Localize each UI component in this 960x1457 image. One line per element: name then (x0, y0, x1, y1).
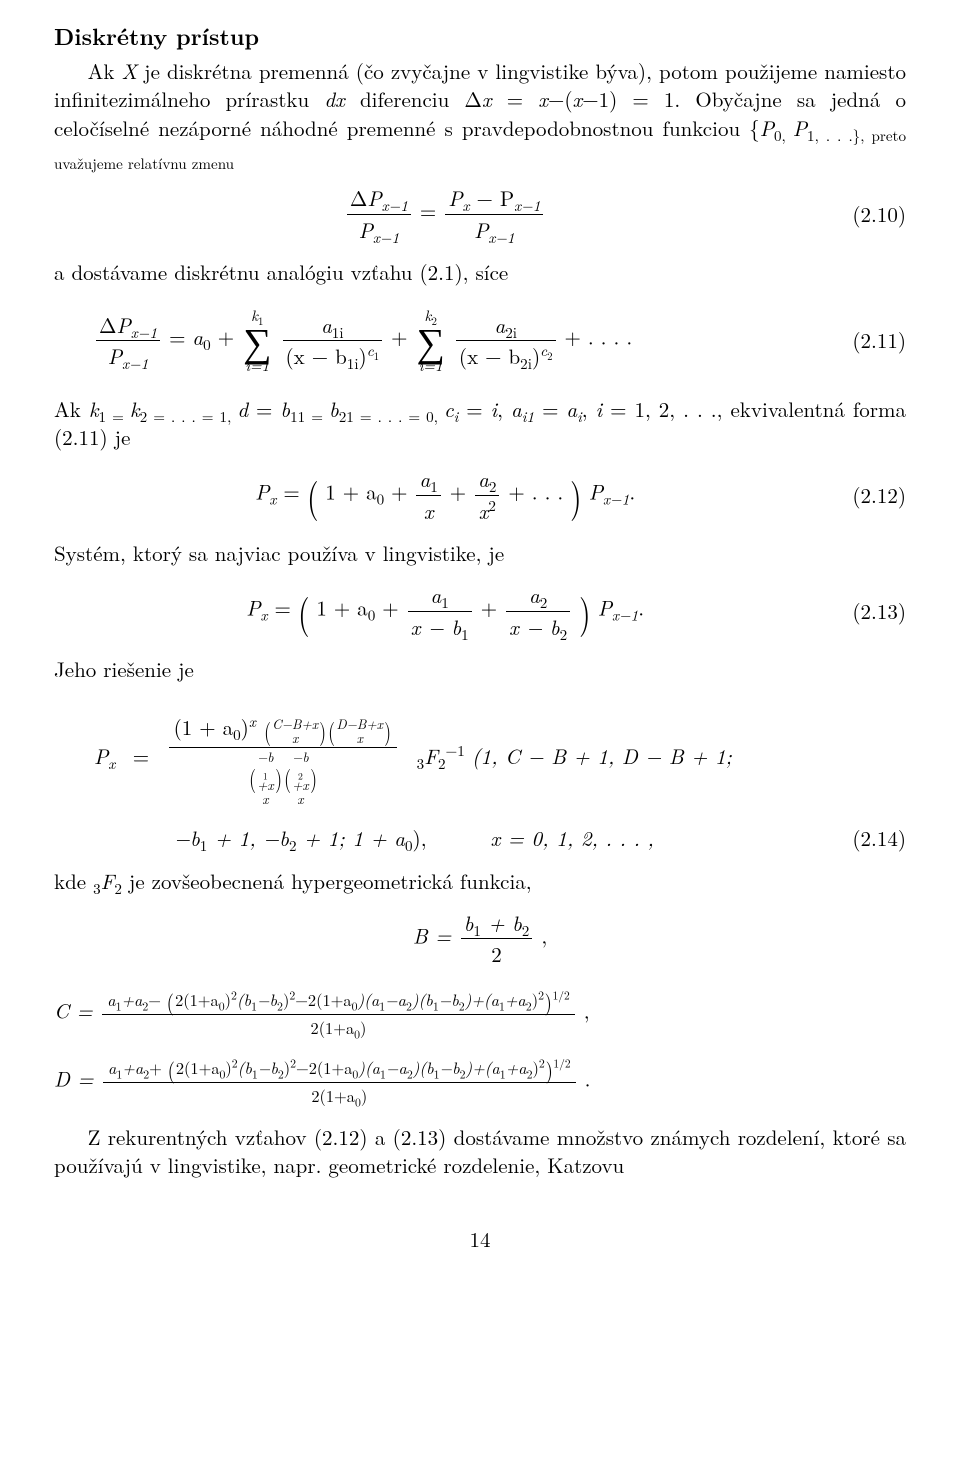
text: = (492, 84, 539, 114)
paragraph-1: Ak X je diskrétna premenná (čo zvyčajne … (54, 57, 906, 170)
paragraph-7: Z rekurentných vzťahov (2.12) a (2.13) d… (54, 1123, 906, 1180)
equation-2-10: ΔPx−1 Px−1 = Px − Px−1 Px−1 (2.10) (54, 184, 906, 244)
equation-B: B = b1 + b2 2 , (54, 909, 906, 969)
paragraph-3: Ak k1 = k2 = . . . = 1, d = b11 = b21 = … (54, 395, 906, 452)
text: −( (548, 84, 573, 114)
paragraph-6: kde 3F2 je zovšeobecnená hypergeometrick… (54, 867, 906, 895)
var-x: x (482, 84, 492, 114)
eq-label-2-14: (2.14) (852, 824, 906, 852)
page-number: 14 (54, 1225, 906, 1253)
equation-2-12: Px = ( 1 + a0 + a1 x + a2 x2 + . . . ) P… (54, 465, 906, 525)
eq-label-2-12: (2.12) (852, 481, 906, 509)
var-P: P (760, 113, 774, 143)
eq-label-2-10: (2.10) (852, 200, 906, 228)
equation-2-11: ΔPx−1 Px−1 = a0 + k1 ∑ i=1 a1i (x − b1i)… (54, 308, 906, 372)
text: diferenciu Δ (345, 84, 482, 114)
equation-C: C = a1+a2− (2(1+a0)2(b1−b2)2−2(1+a0)(a1−… (54, 987, 906, 1041)
var-P: P (793, 113, 807, 143)
equation-2-13: Px = ( 1 + a0 + a1 x − b1 + a2 x − b2 ) … (54, 581, 906, 641)
var-X: X (122, 56, 138, 86)
eq-label-2-11: (2.11) (852, 326, 906, 354)
equation-2-14-line2: −b1 + 1, −b2 + 1; 1 + a0), x = 0, 1, 2, … (54, 824, 906, 852)
sub: 0, (774, 125, 793, 146)
var-dx: dx (324, 84, 344, 114)
equation-D: D = a1+a2+ (2(1+a0)2(b1−b2)2−2(1+a0)(a1−… (54, 1055, 906, 1109)
paragraph-4: Systém, ktorý sa najviac používa v lingv… (54, 539, 906, 567)
equation-2-14: Px = (1 + a0)x (C−B+xx)(D−B+xx) (−b1+xx)… (54, 711, 906, 808)
var-x: x (538, 84, 548, 114)
paragraph-5: Jeho riešenie je (54, 655, 906, 683)
section-heading: Diskrétny prístup (54, 20, 906, 51)
text: Ak (88, 56, 122, 86)
eq-label-2-13: (2.13) (852, 597, 906, 625)
var-x: x (573, 84, 583, 114)
paragraph-2: a dostávame diskrétnu analógiu vzťahu (2… (54, 258, 906, 286)
